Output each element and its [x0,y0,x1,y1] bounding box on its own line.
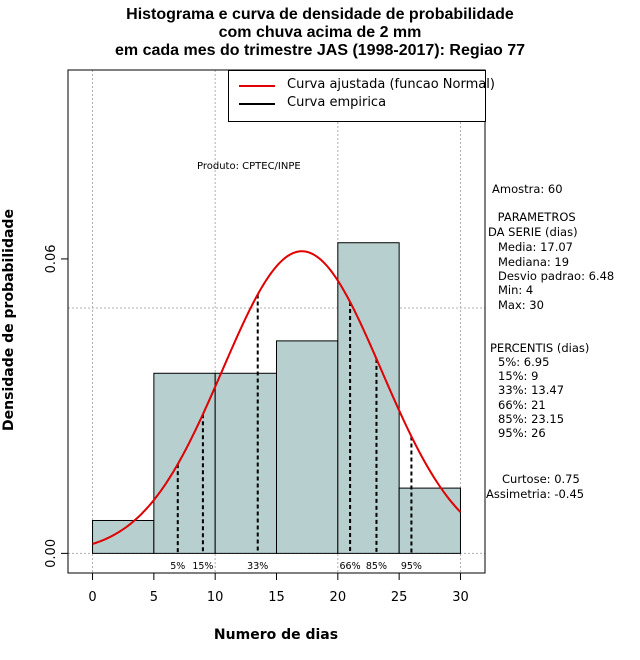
x-tick-label: 0 [88,590,96,605]
stat-assimetria: Assimetria: -0.45 [486,487,585,501]
x-tick-label: 30 [452,590,469,605]
x-tick-label: 25 [391,590,408,605]
stat-media: Media: 17.07 [498,240,573,254]
percentil-5: 5%: 6.95 [498,355,550,369]
x-tick-label: 5 [150,590,158,605]
legend: Curva ajustada (funcao Normal) Curva emp… [228,70,495,122]
x-axis-label: Numero de dias [214,627,338,643]
y-tick-label: 0.06 [44,244,59,273]
percentile-label: 95% [401,561,422,572]
histogram-bar [92,519,155,554]
chart-title: Histograma e curva de densidade de proba… [0,6,640,60]
legend-label: Curva ajustada (funcao Normal) [287,77,495,92]
histogram-bar [276,340,339,554]
legend-swatch-red [239,85,275,87]
stat-mediana: Mediana: 19 [498,255,570,269]
title-line-2: com chuva acima de 2 mm [218,24,422,41]
percentile-label: 5% [170,561,185,572]
x-tick-label: 10 [207,590,224,605]
percentis-header: PERCENTIS (dias) [490,341,590,355]
percentil-66: 66%: 21 [498,398,546,412]
stat-min: Min: 4 [498,283,534,297]
percentile-label: 15% [192,561,213,572]
percentile-label: 66% [340,561,361,572]
params-header-1: PARAMETROS [494,210,576,224]
x-tick-label: 20 [330,590,347,605]
sample-size: Amostra: 60 [492,182,563,196]
params-header-2: DA SERIE (dias) [488,225,578,239]
percentil-15: 15%: 9 [498,369,539,383]
percentile-label: 85% [366,561,387,572]
normal-fit-curve [92,250,462,545]
legend-label: Curva empirica [287,95,387,110]
percentil-95: 95%: 26 [498,426,546,440]
histogram-bar [153,372,216,554]
percentil-85: 85%: 23.15 [498,412,565,426]
histogram-bar [337,242,400,554]
product-annotation: Produto: CPTEC/INPE [197,161,301,172]
histogram-bar [214,372,277,554]
stat-curtose: Curtose: 0.75 [502,472,580,486]
histogram-bar [398,487,461,554]
stat-max: Max: 30 [498,298,544,312]
legend-swatch-black [239,103,275,105]
percentil-33: 33%: 13.47 [498,383,565,397]
x-tick-label: 15 [268,590,285,605]
title-line-3: em cada mes do trimestre JAS (1998-2017)… [115,42,525,59]
percentile-label: 33% [247,561,268,572]
y-tick-label: 0.00 [44,539,59,568]
stat-desvio: Desvio padrao: 6.48 [498,269,615,283]
title-line-1: Histograma e curva de densidade de proba… [126,6,514,23]
y-axis-label: Densidade de probabilidade [1,209,17,431]
